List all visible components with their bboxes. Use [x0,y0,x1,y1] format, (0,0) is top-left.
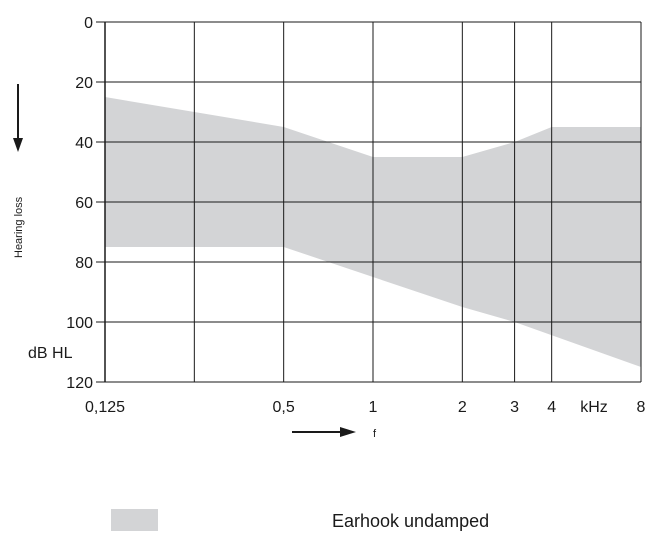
x-tick-label: 0,125 [85,399,125,416]
y-tick-label: 80 [75,255,93,272]
x-tick-label: 3 [510,399,519,416]
x-tick-label: 8 [637,399,646,416]
y-tick-label: 20 [75,75,93,92]
x-tick-label: 1 [369,399,378,416]
y-tick-label: 40 [75,135,93,152]
x-tick-label: 0,5 [273,399,295,416]
x-axis-title-group: f [292,427,377,440]
x-axis-title: f [373,428,377,440]
tick-layer: 0 20 40 60 80 100 120 0,125 0,5 1 2 3 4 8 [66,15,645,416]
legend-label: Earhook undamped [332,511,489,531]
y-tick-label: 120 [66,375,93,392]
y-tick-label: 0 [84,15,93,32]
y-axis-title-group: Hearing loss [13,84,25,258]
legend: Earhook undamped [111,509,489,531]
y-tick-label: 60 [75,195,93,212]
x-tick-label: 4 [547,399,556,416]
y-unit-label: dB HL [28,345,73,362]
y-arrow-head-icon [13,138,23,152]
x-unit-label: kHz [580,399,608,416]
legend-swatch [111,509,158,531]
y-tick-label: 100 [66,315,93,332]
x-arrow-head-icon [340,427,356,437]
y-axis-title: Hearing loss [13,196,25,258]
x-tick-label: 2 [458,399,467,416]
grid-layer [96,21,642,383]
